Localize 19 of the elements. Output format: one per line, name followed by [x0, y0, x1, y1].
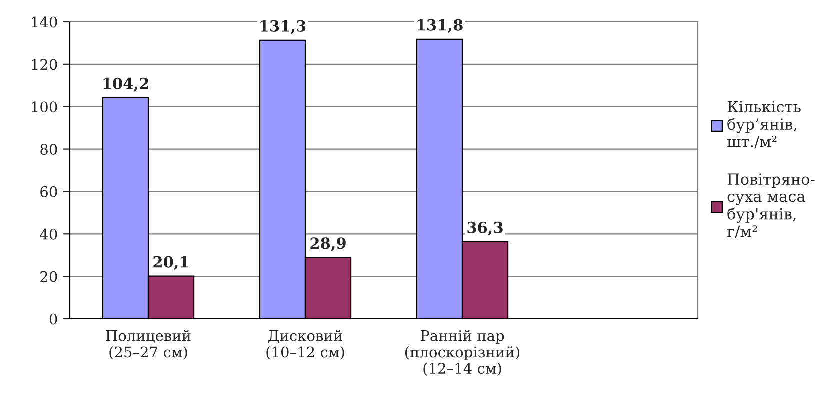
y-tick-label: 40 — [40, 228, 58, 240]
y-tick-label: 140 — [32, 16, 58, 28]
legend-label: Повітряно- суха маса бур'янів, г/м² — [727, 174, 815, 238]
data-label: 28,9 — [310, 238, 346, 252]
x-tick-label: Ранній пар (плоскорізний) (12–14 см) — [405, 330, 520, 376]
y-tick-label: 80 — [40, 144, 58, 156]
data-label: 36,3 — [468, 222, 503, 236]
legend-label: Кількість бур’янів, шт./м² — [728, 101, 801, 149]
data-label: 131,8 — [418, 19, 463, 34]
x-tick-label: Полицевий (25–27 см) — [106, 330, 191, 360]
y-tick-label: 20 — [40, 271, 58, 282]
y-tick-label: 0 — [50, 314, 58, 325]
x-tick-label: Дисковий (10–12 см) — [266, 330, 344, 360]
y-tick-label: 60 — [40, 186, 58, 198]
y-tick-label: 100 — [32, 102, 58, 113]
y-tick-label: 120 — [32, 59, 58, 70]
data-label: 104,2 — [104, 78, 148, 92]
data-label: 131,3 — [260, 20, 306, 34]
data-label: 20,1 — [154, 256, 188, 270]
